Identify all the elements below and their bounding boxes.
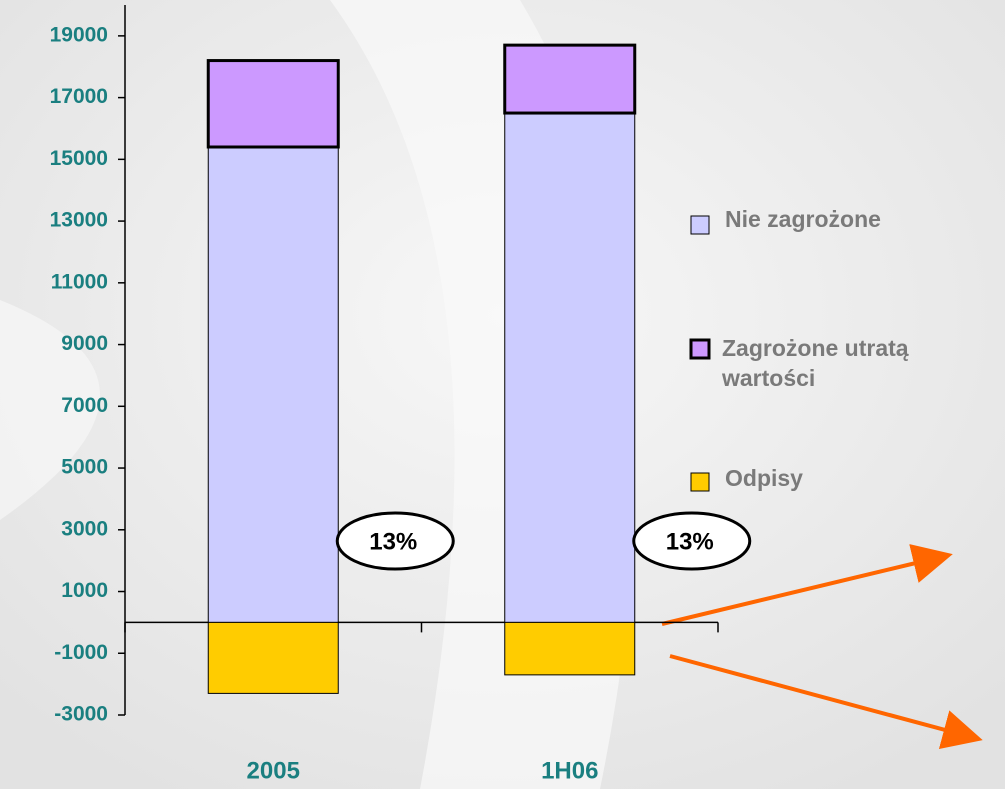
bar [207,621,339,694]
bar [206,59,340,149]
y-tick-label: 3000 [61,517,108,540]
legend-label: Zagrożone utratą wartości [722,335,909,391]
bar [504,621,636,676]
y-tick-label: -1000 [54,641,108,664]
y-tick-label: 13000 [50,209,108,232]
bar [503,43,637,115]
legend-label: Odpisy [725,465,803,491]
bar [207,146,339,623]
annotation-ellipse [632,511,752,571]
x-tick-label: 2005 [247,757,300,784]
x-tick-label: 1H06 [541,757,598,784]
annotation: 13% [369,528,417,555]
y-tick-label: 1000 [61,579,108,602]
arrow [669,654,983,750]
y-tick-label: -3000 [54,703,108,726]
y-tick-label: 15000 [50,147,108,170]
annotation: 13% [666,528,714,555]
legend-swatch [690,472,710,492]
y-tick-label: 5000 [61,456,108,479]
y-tick-label: 9000 [61,332,108,355]
swoosh [0,300,100,520]
legend-label: Nie zagrożone [725,206,881,232]
bar [504,112,636,623]
legend-swatch [689,338,711,360]
y-tick-label: 11000 [51,270,108,293]
arrow [661,544,953,626]
y-tick-label: 7000 [61,394,108,417]
annotation-ellipse [335,511,455,571]
y-tick-label: 17000 [50,85,108,108]
y-tick-label: 19000 [50,23,108,46]
legend-swatch [690,215,710,235]
